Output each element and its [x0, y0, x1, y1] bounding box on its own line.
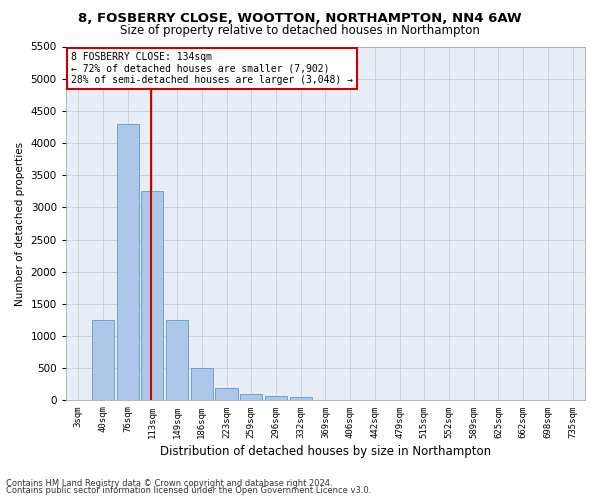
Text: 8, FOSBERRY CLOSE, WOOTTON, NORTHAMPTON, NN4 6AW: 8, FOSBERRY CLOSE, WOOTTON, NORTHAMPTON,…	[78, 12, 522, 26]
Text: Size of property relative to detached houses in Northampton: Size of property relative to detached ho…	[120, 24, 480, 37]
Bar	[265, 396, 287, 400]
Bar	[166, 320, 188, 400]
Text: Contains public sector information licensed under the Open Government Licence v3: Contains public sector information licen…	[6, 486, 371, 495]
Bar	[141, 192, 163, 400]
Y-axis label: Number of detached properties: Number of detached properties	[15, 142, 25, 306]
Text: 8 FOSBERRY CLOSE: 134sqm
← 72% of detached houses are smaller (7,902)
28% of sem: 8 FOSBERRY CLOSE: 134sqm ← 72% of detach…	[71, 52, 353, 85]
Bar	[116, 124, 139, 400]
Bar	[290, 397, 312, 400]
Text: Contains HM Land Registry data © Crown copyright and database right 2024.: Contains HM Land Registry data © Crown c…	[6, 478, 332, 488]
Bar	[240, 394, 262, 400]
Bar	[191, 368, 213, 400]
X-axis label: Distribution of detached houses by size in Northampton: Distribution of detached houses by size …	[160, 444, 491, 458]
Bar	[215, 388, 238, 400]
Bar	[92, 320, 114, 400]
